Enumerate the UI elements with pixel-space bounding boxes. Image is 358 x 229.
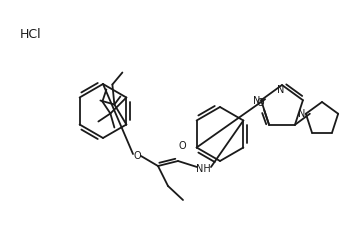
Text: O: O [178, 141, 186, 151]
Text: O: O [256, 98, 264, 108]
Text: NH: NH [195, 164, 211, 174]
Text: O: O [133, 151, 141, 161]
Text: N: N [298, 109, 305, 119]
Text: N: N [253, 96, 261, 106]
Text: HCl: HCl [20, 27, 42, 41]
Text: N: N [277, 85, 285, 95]
